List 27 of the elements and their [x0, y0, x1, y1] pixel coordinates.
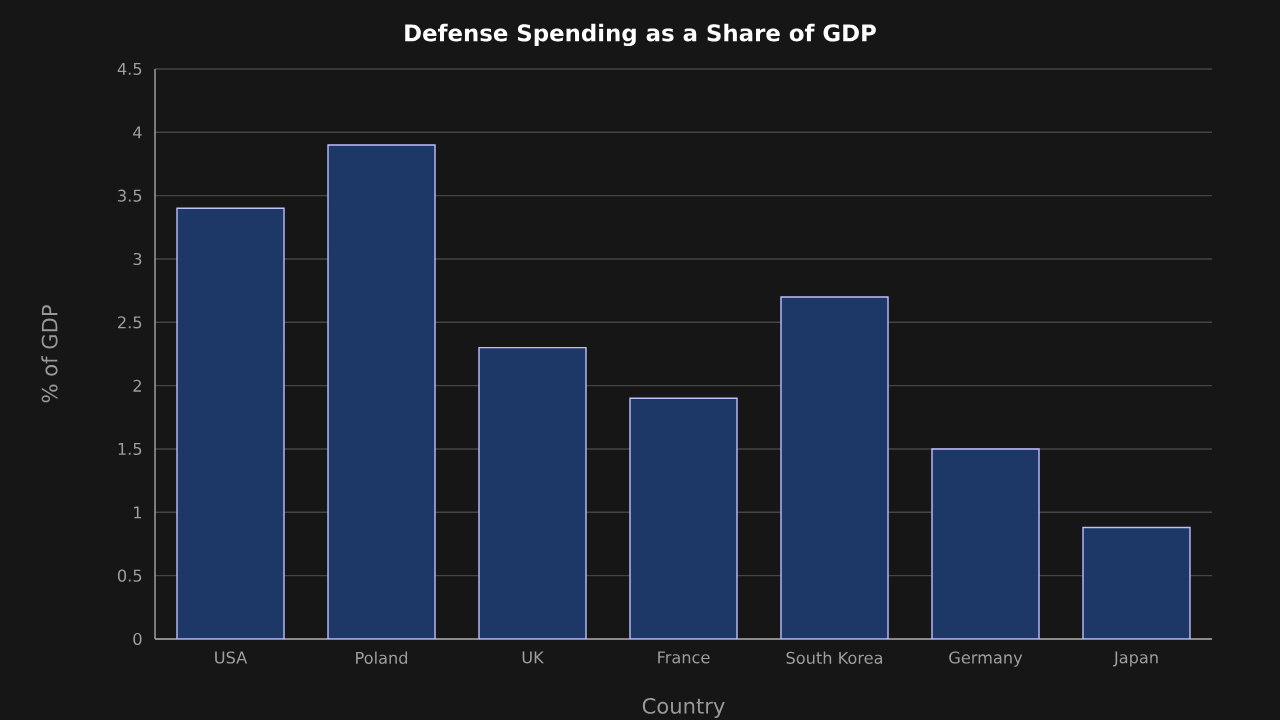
x-tick-label: Germany [949, 651, 1023, 667]
y-tick-label: 4.5 [117, 62, 142, 75]
x-tick-label: UK [522, 651, 545, 664]
bar [327, 144, 436, 639]
bar [478, 346, 587, 639]
y-tick-label: 0 [133, 632, 142, 646]
bar [176, 207, 285, 639]
y-tick-label: 1 [134, 506, 142, 519]
chart-title: Defense Spending as a Share of GDP [405, 23, 876, 47]
x-tick-label: France [658, 651, 710, 664]
bar [780, 296, 889, 639]
x-tick-label: South Korea [786, 651, 883, 664]
y-tick-label: 1.5 [118, 442, 142, 455]
bar [1082, 526, 1191, 639]
y-tick-label: 2 [133, 379, 141, 392]
x-axis-title: Country [642, 697, 725, 718]
y-tick-label: 3 [133, 252, 142, 266]
x-tick-label: Poland [356, 651, 408, 664]
x-tick-label: USA [215, 651, 248, 664]
bar [629, 397, 738, 639]
x-tick-label: Japan [1113, 651, 1158, 667]
y-tick-label: 0.5 [117, 569, 142, 582]
y-tick-label: 3.5 [118, 189, 142, 202]
y-tick-label: 2.5 [118, 316, 142, 329]
y-tick-label: 4 [133, 126, 142, 139]
y-axis-title: % of GDP [41, 305, 58, 403]
bar [931, 448, 1040, 639]
